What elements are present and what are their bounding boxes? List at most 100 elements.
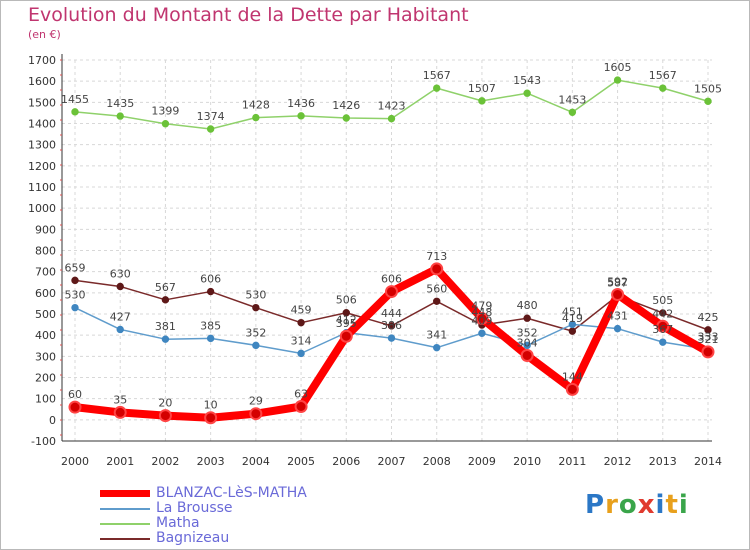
series-point <box>206 287 215 296</box>
legend-swatch-la-brousse <box>100 507 150 510</box>
x-tick-label: 2005 <box>287 455 315 468</box>
y-tick-label: 1500 <box>28 96 56 109</box>
data-label: 419 <box>562 312 583 325</box>
series-point <box>433 297 441 305</box>
legend-swatch-blanzac <box>100 490 150 497</box>
series-point <box>611 288 625 302</box>
x-tick-label: 2000 <box>61 455 89 468</box>
x-tick-label: 2011 <box>558 455 586 468</box>
data-label: 35 <box>113 393 127 406</box>
x-tick-label: 2007 <box>378 455 406 468</box>
series-point <box>565 382 579 396</box>
y-axis: -100 0 100 200 300 400 500 600 700 800 900 1000 1100… <box>28 54 63 448</box>
series-point <box>116 282 124 291</box>
series-point <box>659 84 667 92</box>
data-label: 425 <box>698 311 719 324</box>
data-label: 1436 <box>287 97 315 110</box>
data-label: 1423 <box>378 100 406 113</box>
logo-letter: r <box>605 490 619 520</box>
series-point <box>342 114 350 122</box>
data-label: 505 <box>652 294 673 307</box>
x-tick-label: 2013 <box>649 455 677 468</box>
x-axis: 2000 2001 2002 2003 2004 2005 2006 2007 2008 2009… <box>61 440 722 468</box>
series-point <box>71 108 79 116</box>
y-tick-label: 100 <box>35 393 56 406</box>
y-tick-label: -100 <box>31 435 56 448</box>
chart-title: Evolution du Montant de la Dette par Hab… <box>28 4 469 26</box>
legend-label-la-brousse: La Brousse <box>156 500 233 516</box>
data-label: 1428 <box>242 99 270 112</box>
x-tick-label: 2001 <box>106 455 134 468</box>
data-label: 381 <box>155 320 176 333</box>
data-label: 333 <box>698 330 719 343</box>
data-label: 1453 <box>558 93 586 106</box>
data-label: 567 <box>155 281 176 294</box>
data-label: 1426 <box>332 99 360 112</box>
series-point <box>659 309 667 317</box>
data-label: 587 <box>607 277 628 290</box>
logo-letter: P <box>585 490 606 520</box>
logo-letter: x <box>637 490 656 520</box>
data-label: 367 <box>652 323 673 336</box>
series-point <box>252 113 260 122</box>
series-point <box>71 276 79 285</box>
logo-letter: t <box>665 490 679 520</box>
data-label: 1399 <box>151 105 179 118</box>
y-tick-label: 1300 <box>28 139 56 152</box>
series-point <box>161 296 170 304</box>
legend-item-matha: Matha <box>100 516 307 531</box>
y-tick-label: 1100 <box>28 181 56 194</box>
data-label: 314 <box>291 334 312 347</box>
series-point <box>475 311 489 325</box>
series-point <box>206 125 215 133</box>
y-tick-label: 1400 <box>28 118 56 131</box>
y-tick-label: 200 <box>35 372 56 385</box>
series-point <box>478 97 486 105</box>
series-point <box>158 409 172 423</box>
series-point <box>297 112 305 120</box>
series-point <box>701 345 715 359</box>
x-tick-label: 2012 <box>604 455 632 468</box>
series-layer <box>68 76 715 425</box>
series-point <box>656 319 670 333</box>
data-label: 63 <box>294 387 308 400</box>
legend-label-bagnizeau: Bagnizeau <box>156 530 230 546</box>
legend: BLANZAC-LèS-MATHA La Brousse Matha Bagni… <box>100 486 307 546</box>
series-point <box>613 324 622 333</box>
data-label: 506 <box>336 294 357 307</box>
legend-label-blanzac: BLANZAC-LèS-MATHA <box>156 485 307 501</box>
data-label: 1543 <box>513 74 541 87</box>
series-point <box>430 262 444 276</box>
data-label: 412 <box>336 314 357 327</box>
data-label: 1374 <box>197 110 225 123</box>
data-label: 1605 <box>604 61 632 74</box>
y-tick-label: 1700 <box>28 54 56 67</box>
data-label: 304 <box>517 336 538 349</box>
series-point <box>523 341 531 350</box>
series-point <box>206 334 215 343</box>
legend-item-bagnizeau: Bagnizeau <box>100 531 307 546</box>
data-label: 386 <box>381 319 402 332</box>
series-point <box>297 318 305 327</box>
series-point <box>568 327 577 335</box>
series-point <box>387 322 396 330</box>
series-point <box>204 411 218 425</box>
proxiti-logo: Proxiti <box>585 490 689 520</box>
series-point <box>387 334 396 342</box>
series-point <box>161 335 170 343</box>
data-label: 427 <box>110 310 131 323</box>
y-tick-label: 1200 <box>28 160 56 173</box>
data-label: 352 <box>245 326 266 339</box>
legend-swatch-bagnizeau <box>100 537 150 540</box>
x-tick-label: 2004 <box>242 455 270 468</box>
series-point <box>613 76 622 84</box>
series-point <box>568 320 577 329</box>
data-label: 451 <box>562 305 583 318</box>
data-label: 409 <box>471 314 492 327</box>
series-point <box>523 314 531 322</box>
series-point <box>252 303 260 312</box>
series-point <box>342 309 350 317</box>
data-label: 144 <box>562 370 583 383</box>
